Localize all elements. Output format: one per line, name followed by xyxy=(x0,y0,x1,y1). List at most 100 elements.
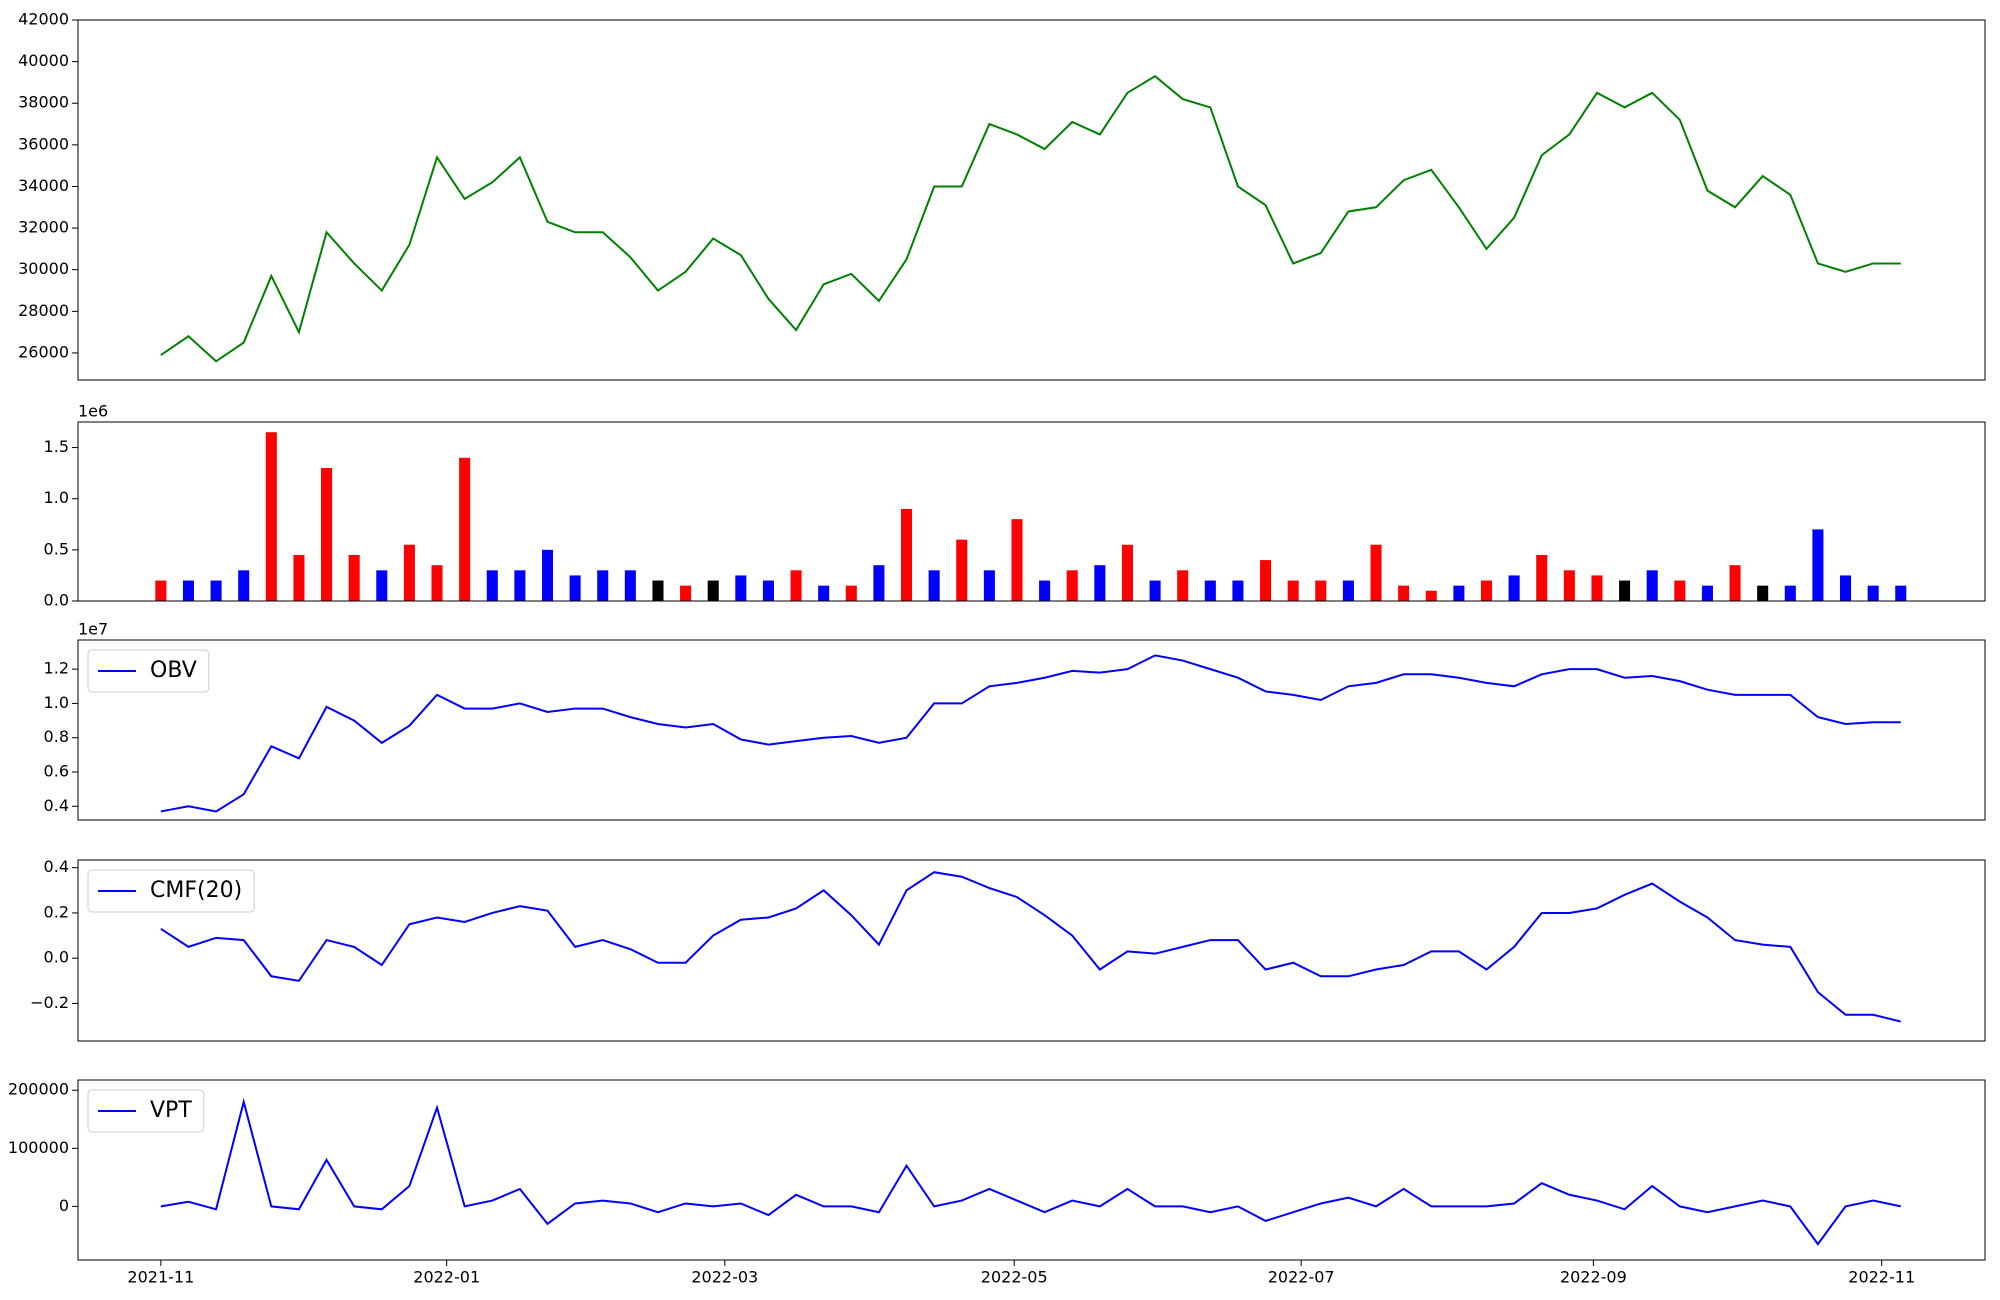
bar xyxy=(983,570,995,601)
bar xyxy=(1204,580,1216,601)
y-tick-label: 26000 xyxy=(18,342,69,361)
axes-frame xyxy=(77,1079,1986,1261)
x-tick-label: 2022-11 xyxy=(1848,1268,1915,1287)
bar xyxy=(1812,529,1824,601)
legend-label: OBV xyxy=(150,658,197,683)
bar xyxy=(624,570,636,601)
bar xyxy=(1591,575,1603,601)
y-tick-label: 0.4 xyxy=(44,796,69,815)
y-offset-label: 1e7 xyxy=(78,620,108,639)
bar xyxy=(1121,544,1133,601)
y-tick-label: 42000 xyxy=(18,10,69,29)
y-tick-label: 0.0 xyxy=(44,591,69,610)
line xyxy=(160,74,1901,363)
bar xyxy=(1646,570,1658,601)
y-tick-label: 0.5 xyxy=(44,539,69,558)
axes-frame xyxy=(77,19,1986,381)
line xyxy=(160,654,1901,813)
legend: CMF(20) xyxy=(87,869,255,913)
bar xyxy=(1619,580,1631,601)
legend-box xyxy=(87,869,255,913)
y-tick-label: 0.4 xyxy=(44,857,69,876)
bar xyxy=(1757,585,1769,601)
bar xyxy=(1011,519,1023,601)
bar xyxy=(1508,575,1520,601)
axes-frame xyxy=(77,859,1986,1042)
axes-frame xyxy=(77,421,1986,602)
bar xyxy=(403,544,415,601)
y-tick-label: 100000 xyxy=(8,1138,69,1157)
bar xyxy=(1342,580,1354,601)
bar xyxy=(1784,585,1796,601)
bar xyxy=(790,570,802,601)
bar xyxy=(928,570,940,601)
y-tick-label: 36000 xyxy=(18,134,69,153)
bar xyxy=(1701,585,1713,601)
y-tick-label: 0.2 xyxy=(44,902,69,921)
x-tick-label: 2021-11 xyxy=(127,1268,194,1287)
y-tick-label: 1.0 xyxy=(44,693,69,712)
bar xyxy=(1232,580,1244,601)
y-tick-label: 40000 xyxy=(18,51,69,70)
y-tick-label: 0.6 xyxy=(44,762,69,781)
bar xyxy=(376,570,388,601)
bar xyxy=(210,580,222,601)
y-tick-label: 30000 xyxy=(18,259,69,278)
bar xyxy=(762,580,774,601)
bar xyxy=(348,554,360,601)
bar xyxy=(1398,585,1410,601)
line xyxy=(160,871,1902,1023)
bar xyxy=(155,580,167,601)
bar xyxy=(1425,590,1437,601)
y-tick-label: 0.8 xyxy=(44,727,69,746)
bar xyxy=(1177,570,1189,601)
bar xyxy=(597,570,609,601)
bar xyxy=(735,575,747,601)
axes-frame xyxy=(77,639,1986,821)
bar xyxy=(293,554,305,601)
bar xyxy=(1453,585,1465,601)
bar xyxy=(680,585,692,601)
bar xyxy=(1840,575,1852,601)
bar xyxy=(1370,544,1382,601)
bar xyxy=(1039,580,1051,601)
y-tick-label: 28000 xyxy=(18,301,69,320)
legend-box xyxy=(87,1089,205,1133)
bar xyxy=(321,468,333,601)
legend-label: VPT xyxy=(150,1098,192,1123)
legend: OBV xyxy=(87,649,210,693)
bar xyxy=(238,570,250,601)
y-tick-label: 200000 xyxy=(8,1080,69,1099)
line xyxy=(160,1097,1901,1246)
bar xyxy=(1315,580,1327,601)
bar xyxy=(431,565,443,601)
y-tick-label: 32000 xyxy=(18,218,69,237)
bar xyxy=(901,508,913,601)
bar xyxy=(514,570,526,601)
bar xyxy=(1287,580,1299,601)
bar xyxy=(1895,585,1907,601)
x-tick-label: 2022-01 xyxy=(413,1268,480,1287)
legend: VPT xyxy=(87,1089,205,1133)
legend-label: CMF(20) xyxy=(150,878,242,903)
bar xyxy=(845,585,857,601)
y-tick-label: 0 xyxy=(59,1196,69,1215)
bar xyxy=(818,585,830,601)
bar xyxy=(1149,580,1161,601)
bar xyxy=(1729,565,1741,601)
x-tick-label: 2022-03 xyxy=(691,1268,758,1287)
bar xyxy=(1563,570,1575,601)
y-tick-label: 0.0 xyxy=(44,948,69,967)
y-offset-label: 1e6 xyxy=(78,402,108,421)
bar xyxy=(1674,580,1686,601)
bar xyxy=(1536,554,1548,601)
bar xyxy=(1260,560,1272,601)
x-tick-label: 2022-07 xyxy=(1268,1268,1335,1287)
bar xyxy=(1066,570,1078,601)
bar xyxy=(652,580,664,601)
x-tick-label: 2022-09 xyxy=(1560,1268,1627,1287)
y-tick-label: 38000 xyxy=(18,93,69,112)
bar xyxy=(873,565,885,601)
y-tick-label: 1.5 xyxy=(44,437,69,456)
